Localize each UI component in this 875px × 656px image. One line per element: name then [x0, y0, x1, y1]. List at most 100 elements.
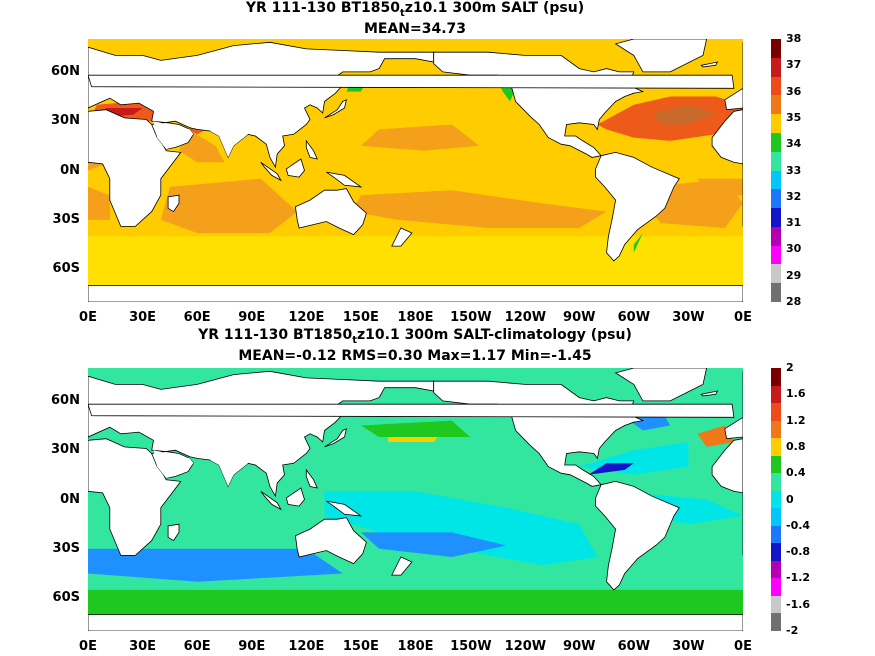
land-borneo [285, 487, 305, 507]
colorbar-swatch [771, 132, 781, 152]
south-atlantic-east [88, 186, 110, 220]
land-arabiaFill [153, 121, 194, 150]
land-borneo [285, 158, 305, 178]
x-tick-label: 60W [617, 639, 651, 654]
x-tick-label: 30E [129, 639, 157, 654]
colorbar-label: 34 [786, 137, 802, 151]
land-australia [294, 188, 367, 236]
x-tick-label: 120E [288, 639, 325, 654]
colorbar-label: 38 [786, 32, 802, 45]
x-tick-label: 150W [450, 310, 492, 325]
land-southAmerica [595, 151, 680, 262]
x-tick-label: 60E [183, 639, 211, 654]
x-tick-label: 0E [734, 310, 752, 325]
x-tick-label: 60E [183, 310, 211, 325]
x-tick-label: 0E [734, 639, 752, 654]
colorbar-label: 0 [786, 492, 794, 506]
land-southAmerica [595, 480, 680, 591]
colorbar-label: -0.4 [786, 518, 811, 532]
x-tick-label: 90W [563, 310, 596, 325]
colorbar-label: 37 [786, 58, 802, 72]
colorbar-label: 1.6 [786, 387, 806, 401]
x-tick-label: 90W [563, 639, 596, 654]
colorbar-label: 2 [786, 361, 794, 374]
land-layer [88, 368, 743, 631]
colorbar-swatch [771, 525, 781, 544]
colorbar-swatch [771, 283, 781, 303]
land-philippines [305, 139, 318, 160]
south-indian-negative [88, 548, 343, 582]
x-tick-label: 0E [79, 639, 97, 654]
y-tick-label: 30N [51, 442, 80, 458]
x-tick-label: 30W [672, 639, 705, 654]
colorbar-label: 28 [786, 295, 802, 308]
colorbar-swatch [771, 508, 781, 527]
colorbar-swatch [771, 438, 781, 457]
colorbar-label: 29 [786, 268, 802, 282]
land-africa-west [711, 438, 743, 556]
colorbar-swatch [771, 76, 781, 96]
colorbar-swatch [771, 264, 781, 284]
north-atlantic-core [652, 104, 716, 125]
colorbar-swatch [771, 420, 781, 439]
land-sumatra [260, 490, 282, 511]
x-tick-label: 150E [342, 310, 379, 325]
colorbar-swatch [771, 385, 781, 404]
panel1-stats: MEAN=34.73 [363, 21, 467, 37]
south-pacific-negative [360, 532, 507, 557]
y-tick-label: 30N [51, 113, 80, 129]
southern-ocean-band [88, 236, 743, 286]
land-philippines [305, 468, 318, 489]
land-greenland [614, 368, 708, 402]
north-pacific-salty [360, 124, 480, 151]
colorbar-swatch [771, 595, 781, 614]
colorbar-swatch [771, 613, 781, 632]
x-tick-label: 0E [79, 310, 97, 325]
x-tick-label: 120W [504, 310, 547, 325]
colorbar-swatch [771, 226, 781, 246]
y-tick-label: 30S [52, 211, 80, 227]
panel2-title: YR 111-130 BT1850tz10.1 300m SALT-climat… [198, 327, 632, 346]
caribbean-negative [588, 463, 634, 475]
land-africa-west [711, 109, 743, 227]
x-tick-label: 150W [450, 639, 492, 654]
panel2-stats: MEAN=-0.12 RMS=0.30 Max=1.17 Min=-1.45 [238, 348, 592, 364]
land-iceland [700, 61, 719, 68]
land-newZealand [391, 227, 413, 247]
falklands-fresh [633, 233, 643, 253]
land-greenland [614, 39, 708, 73]
land-sumatra [260, 161, 282, 182]
colorbar-label: -1.2 [786, 571, 811, 585]
salinity-map [88, 39, 743, 302]
colorbar-swatch [771, 57, 781, 77]
colorbar-label: 0.8 [786, 439, 806, 453]
land-iceland [700, 390, 719, 397]
x-tick-label: 60W [617, 310, 651, 325]
atlantic-equatorial [697, 178, 743, 196]
land-newGuinea [326, 500, 363, 517]
y-tick-label: 0N [60, 491, 80, 507]
land-japan [324, 99, 347, 119]
land-australia [294, 517, 367, 565]
land-iberia [724, 42, 743, 168]
colorbar-swatch [771, 151, 781, 171]
pacific-fresh-anomaly [324, 491, 598, 566]
colorbar-swatch [771, 490, 781, 509]
x-tick-label: 150E [342, 639, 379, 654]
colorbar-label: 30 [786, 242, 802, 256]
land-indiaTri [209, 131, 249, 158]
colorbar-label: 1.2 [786, 413, 806, 427]
land-japan [324, 428, 347, 448]
colorbar-label: -0.8 [786, 545, 811, 559]
panel1-title: YR 111-130 BT1850tz10.1 300m SALT (psu) [245, 0, 585, 19]
north-pacific-green [360, 420, 471, 437]
x-tick-label: 180E [397, 310, 434, 325]
salinity-anomaly-map [88, 368, 743, 631]
x-tick-label: 120E [288, 310, 325, 325]
land-newGuinea [326, 171, 363, 188]
colorbar-swatch [771, 455, 781, 474]
y-tick-label: 0N [60, 162, 80, 178]
land-layer [88, 39, 743, 302]
colorbar-label: 36 [786, 84, 802, 98]
colorbar-swatch [771, 403, 781, 422]
